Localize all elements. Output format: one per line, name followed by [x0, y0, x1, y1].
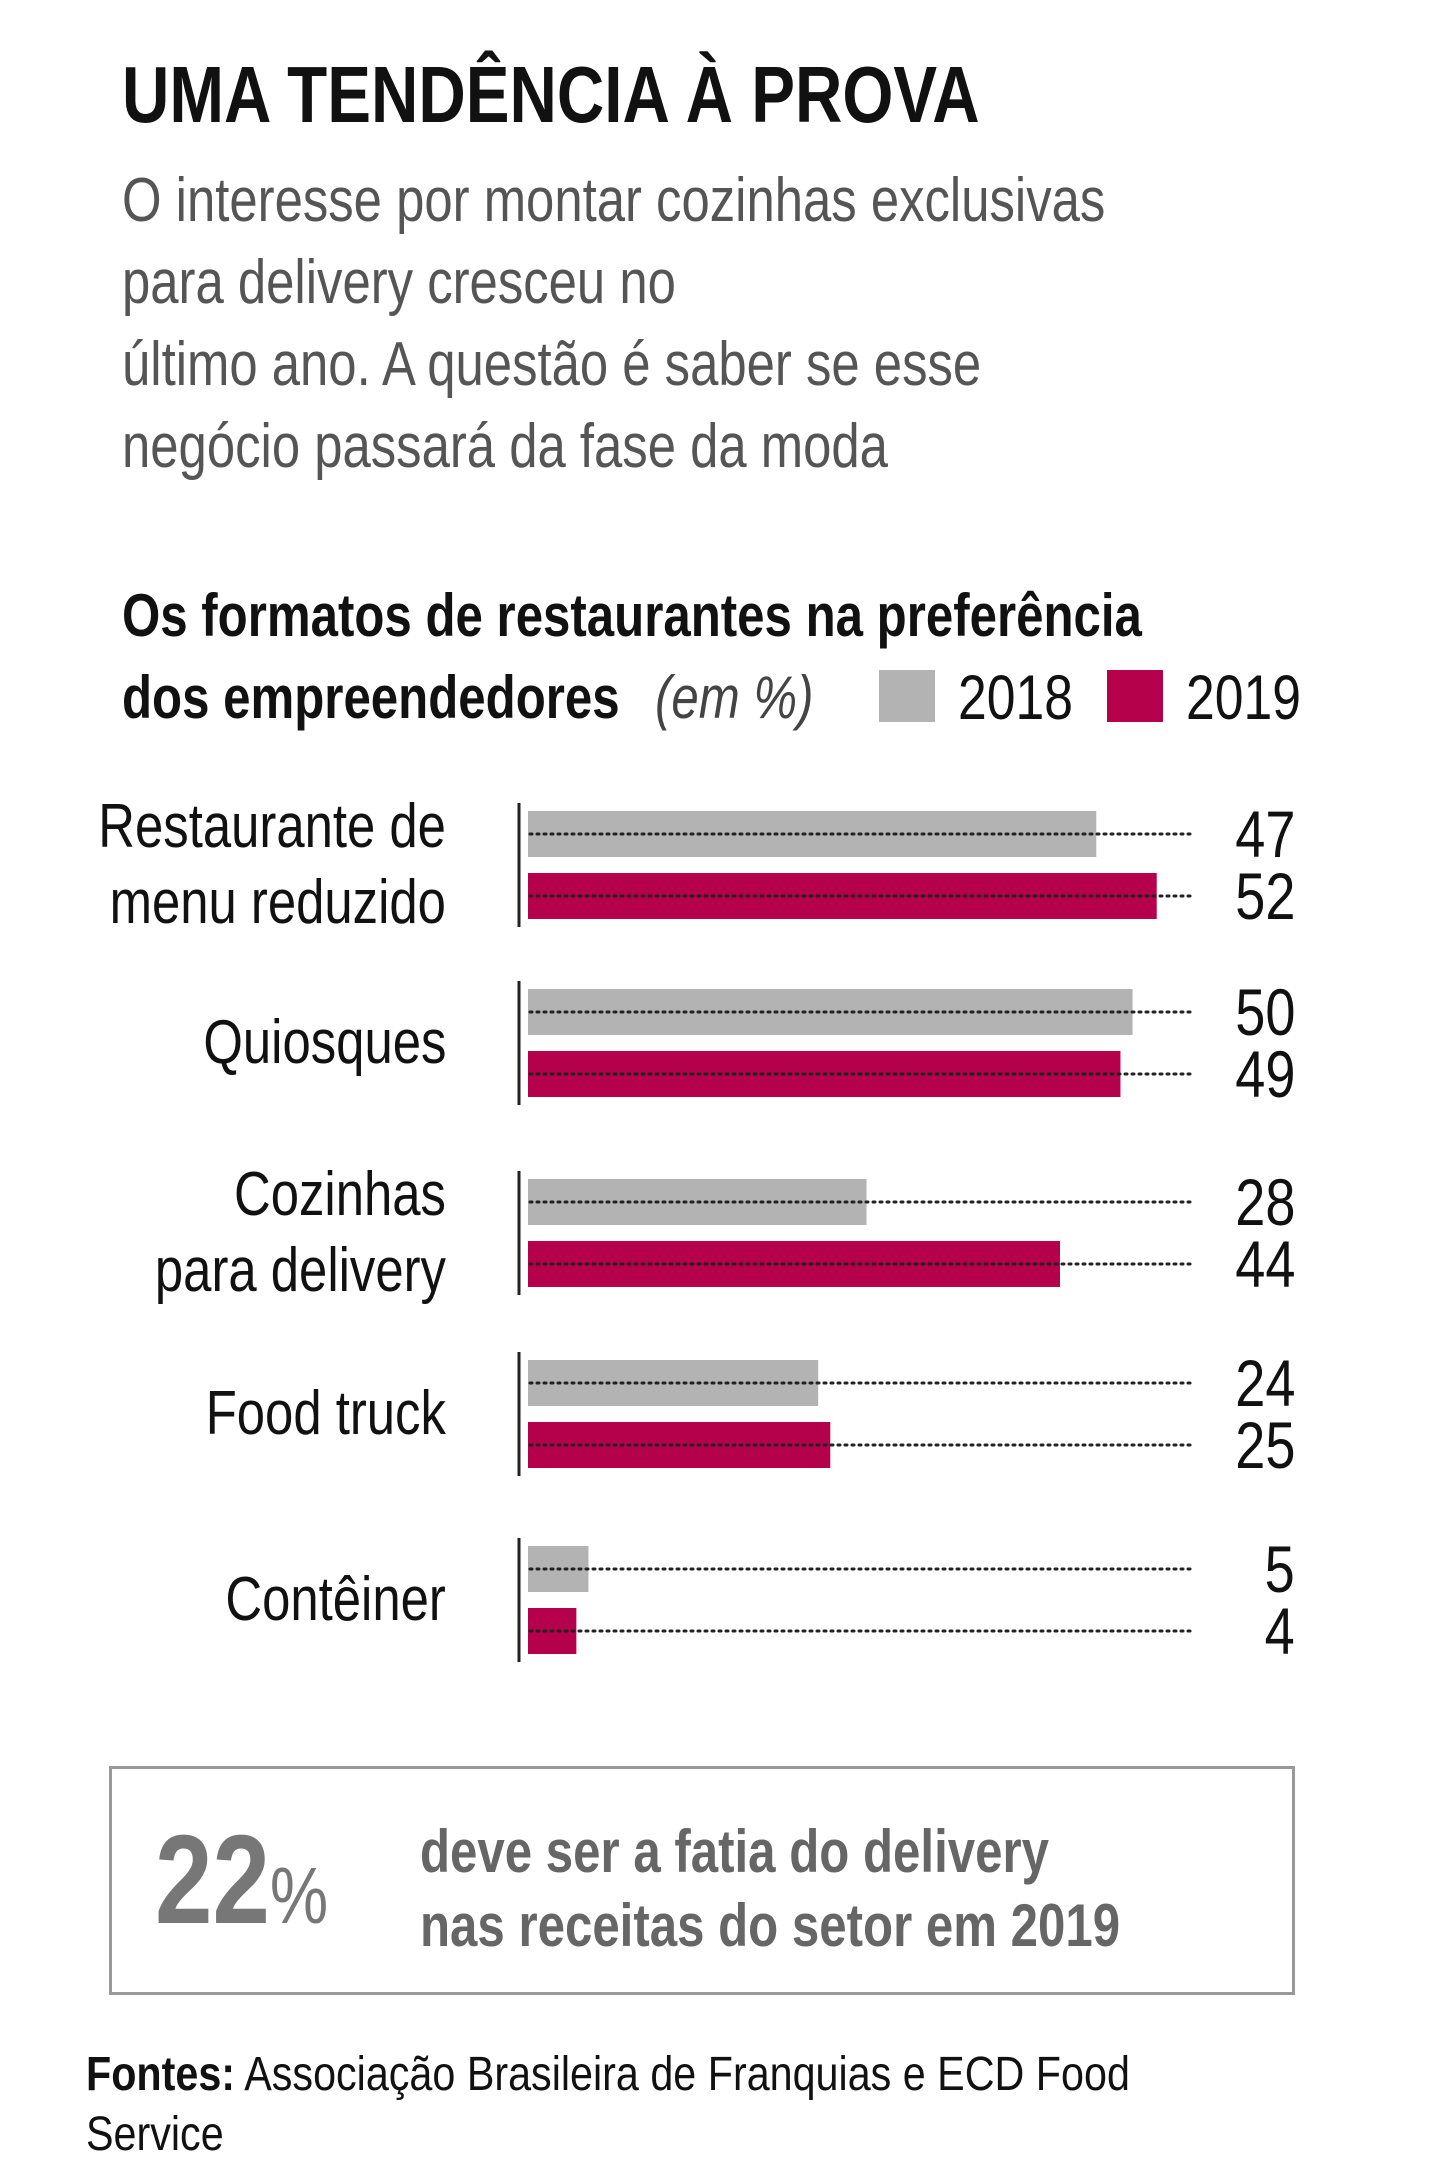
legend-label: 2019 [1186, 663, 1301, 733]
value-label: 50 [1234, 975, 1295, 1049]
chart-title: Os formatos de restaurantes na preferênc… [122, 582, 1142, 731]
category-label: Quiosques [202, 1008, 446, 1077]
legend-swatch [879, 670, 935, 722]
category-label: Food truck [205, 1379, 446, 1448]
callout-figure: 22% [155, 1810, 328, 1966]
subtitle: O interesse por montar cozinhas exclusiv… [122, 166, 1106, 481]
value-label: 28 [1234, 1165, 1295, 1239]
title: UMA TENDÊNCIA À PROVA [122, 50, 980, 139]
value-label: 44 [1234, 1227, 1295, 1301]
legend-label: 2018 [958, 663, 1073, 733]
value-label: 25 [1234, 1408, 1295, 1482]
category-label: Restaurante de menu reduzido [98, 792, 446, 937]
value-label: 47 [1234, 797, 1295, 871]
value-label: 49 [1234, 1037, 1295, 1111]
callout-box [109, 1766, 1295, 1995]
value-label: 52 [1234, 859, 1295, 933]
value-label: 24 [1234, 1346, 1295, 1420]
bar [528, 873, 1157, 919]
callout-number: 22 [155, 1809, 270, 1950]
chart-unit: (em %) [655, 664, 814, 731]
footer-text: Associação Brasileira de Franquias e ECD… [86, 2048, 1130, 2160]
callout-unit: % [269, 1851, 329, 1940]
category-label: Contêiner [225, 1565, 446, 1634]
callout-text: deve ser a fatia do delivery nas receita… [420, 1818, 1121, 1959]
footer-label: Fontes: [86, 2048, 236, 2101]
value-label: 4 [1264, 1594, 1295, 1668]
footer: Fontes: Associação Brasileira de Franqui… [86, 2045, 1246, 2160]
value-label: 5 [1264, 1532, 1295, 1606]
legend-swatch [1107, 670, 1163, 722]
category-label: Cozinhas para delivery [154, 1160, 446, 1305]
